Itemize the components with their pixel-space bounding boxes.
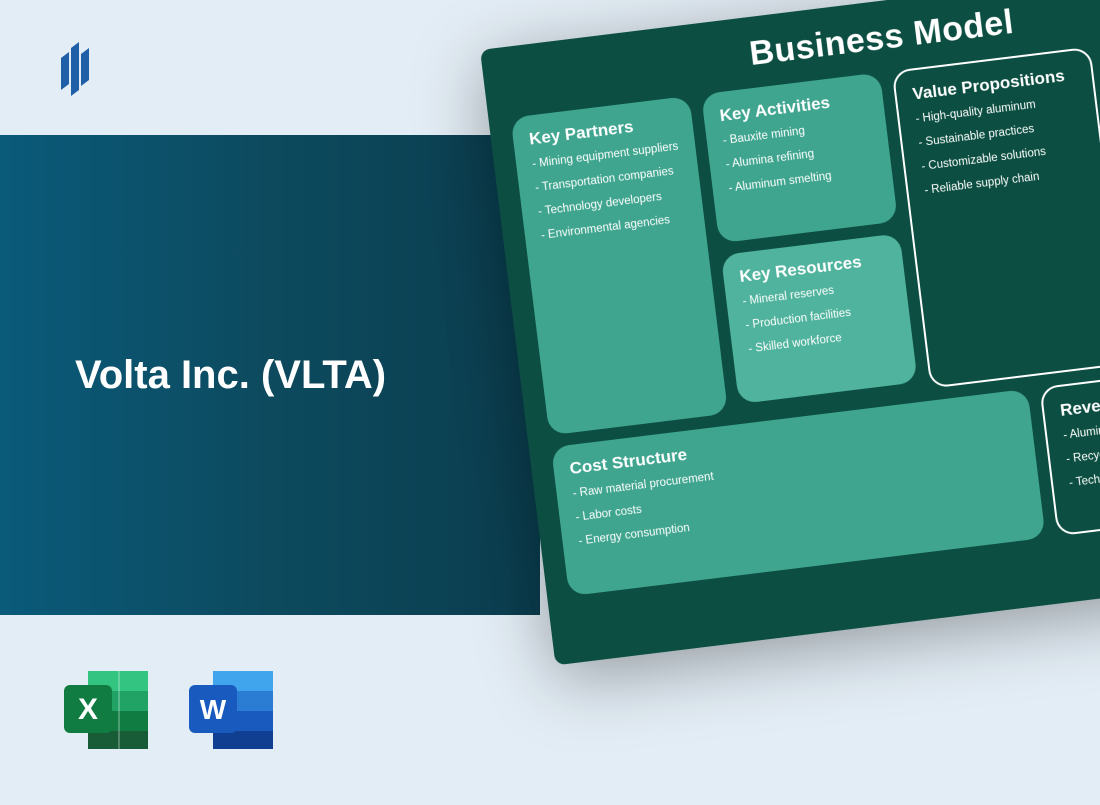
- block-items: Bauxite miningAlumina refiningAluminum s…: [722, 116, 877, 196]
- brand-logo: [55, 40, 95, 105]
- block-items: High-quality aluminumSustainable practic…: [915, 92, 1088, 198]
- block-title: Revenue: [1059, 374, 1100, 421]
- block-items: Mining equipment suppliersTransportation…: [531, 139, 688, 243]
- business-model-canvas: Business Model Key Partners Mining equip…: [480, 0, 1100, 665]
- svg-text:W: W: [200, 694, 227, 725]
- word-icon: W: [185, 665, 280, 755]
- title-band: Volta Inc. (VLTA): [0, 135, 540, 615]
- block-revenue: Revenue Aluminum proRecycling seTechnolo…: [1039, 356, 1100, 537]
- block-key-partners: Key Partners Mining equipment suppliersT…: [510, 96, 728, 436]
- excel-icon: X: [60, 665, 155, 755]
- block-value-propositions: Value Propositions High-quality aluminum…: [892, 47, 1100, 389]
- block-key-activities: Key Activities Bauxite miningAlumina ref…: [701, 72, 898, 243]
- block-key-resources: Key Resources Mineral reservesProduction…: [721, 233, 918, 404]
- svg-text:X: X: [78, 693, 98, 726]
- block-items: Mineral reservesProduction facilitiesSki…: [742, 277, 897, 357]
- file-type-icons: X W: [60, 665, 280, 755]
- company-title: Volta Inc. (VLTA): [75, 353, 386, 398]
